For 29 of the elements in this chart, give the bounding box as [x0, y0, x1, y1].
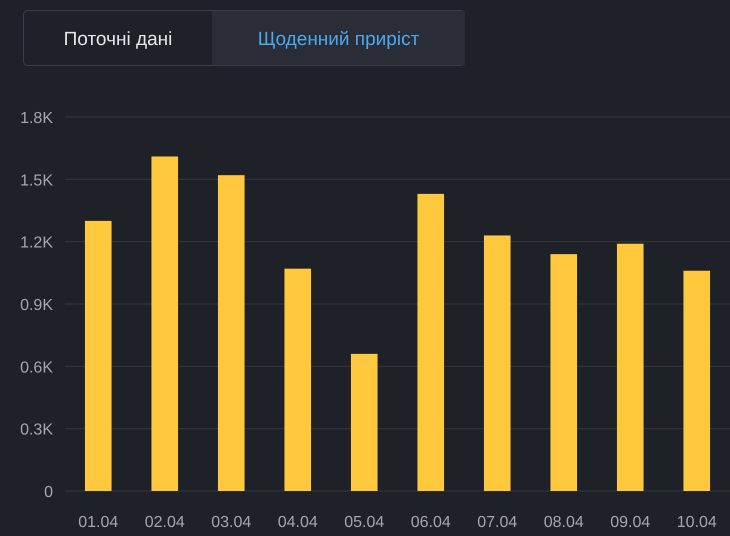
y-tick-label: 0.6K	[20, 359, 54, 376]
y-tick-label: 1.2K	[20, 234, 54, 252]
x-tick-label: 10.04	[676, 514, 717, 531]
y-tick-label: 1.5K	[20, 172, 54, 190]
bar	[616, 244, 644, 491]
bar	[550, 254, 578, 491]
bar	[350, 354, 378, 491]
x-tick-label: 04.04	[278, 514, 318, 531]
x-tick-label: 01.04	[78, 514, 118, 531]
x-tick-label: 05.04	[344, 514, 384, 531]
bar	[484, 235, 511, 491]
text: Щоденний приріст	[258, 29, 420, 50]
x-tick-label: 08.04	[544, 514, 584, 531]
x-tick-label: 06.04	[410, 514, 451, 531]
bar	[284, 268, 312, 491]
x-tick-label: 03.04	[211, 514, 252, 531]
bar	[84, 220, 112, 491]
x-tick-label: 07.04	[477, 514, 518, 531]
x-tick-label: 02.04	[144, 514, 185, 531]
bar	[151, 156, 178, 491]
y-tick-label: 0.9K	[20, 297, 54, 314]
x-tick-label: 09.04	[610, 514, 650, 531]
y-tick-label: 0	[44, 484, 54, 501]
bar	[218, 175, 245, 491]
bar	[417, 194, 444, 491]
y-tick-label: 1.8K	[20, 110, 54, 127]
text: Поточні дані	[64, 29, 172, 50]
y-tick-label: 0.3K	[20, 422, 54, 439]
bar	[683, 270, 710, 491]
